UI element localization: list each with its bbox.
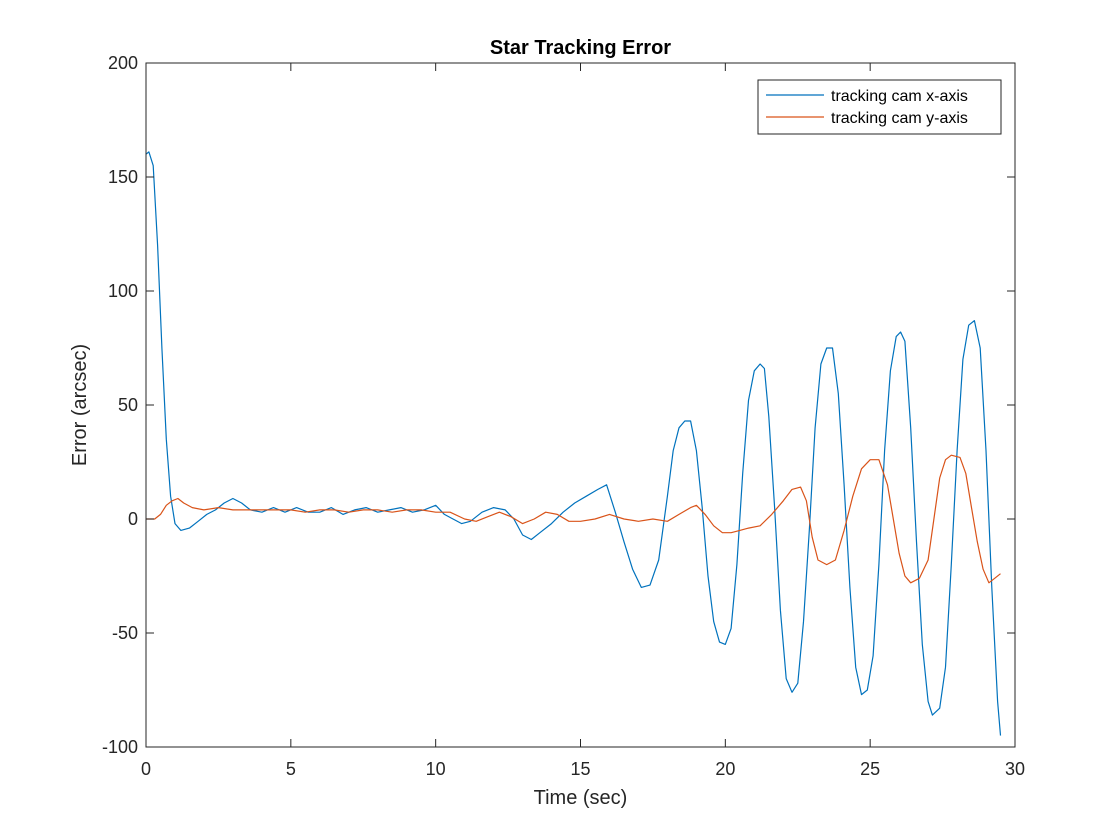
series-line-x-axis xyxy=(145,151,1002,736)
y-tick-label: -50 xyxy=(112,623,138,643)
plot-area xyxy=(146,63,1015,747)
legend-entry-label: tracking cam y-axis xyxy=(831,110,968,127)
legend-box xyxy=(757,79,1002,135)
chart-title: Star Tracking Error xyxy=(490,37,671,59)
x-tick-label: 30 xyxy=(1005,759,1025,779)
series-line-y-axis xyxy=(146,454,1001,584)
legend: tracking cam x-axis tracking cam y-axis xyxy=(757,79,1002,135)
y-tick-label: -100 xyxy=(102,737,138,757)
x-tick-label: 0 xyxy=(141,759,151,779)
x-tick-label: 15 xyxy=(570,759,590,779)
x-tick-label: 25 xyxy=(860,759,880,779)
legend-entry-label: tracking cam x-axis xyxy=(831,88,968,105)
y-tick-label: 0 xyxy=(128,509,138,529)
y-tick-label: 200 xyxy=(108,53,138,73)
x-tick-label: 10 xyxy=(426,759,446,779)
y-axis-label: Error (arcsec) xyxy=(69,344,91,466)
y-tick-label: 100 xyxy=(108,281,138,301)
x-axis-label: Time (sec) xyxy=(534,787,628,809)
series-layer xyxy=(145,151,1002,736)
y-tick-label: 150 xyxy=(108,167,138,187)
x-tick-label: 20 xyxy=(715,759,735,779)
x-tick-label: 5 xyxy=(286,759,296,779)
tick-layer: 0 5 10 15 20 25 30 -100 -50 0 50 100 150 200 xyxy=(102,53,1025,779)
y-tick-label: 50 xyxy=(118,395,138,415)
